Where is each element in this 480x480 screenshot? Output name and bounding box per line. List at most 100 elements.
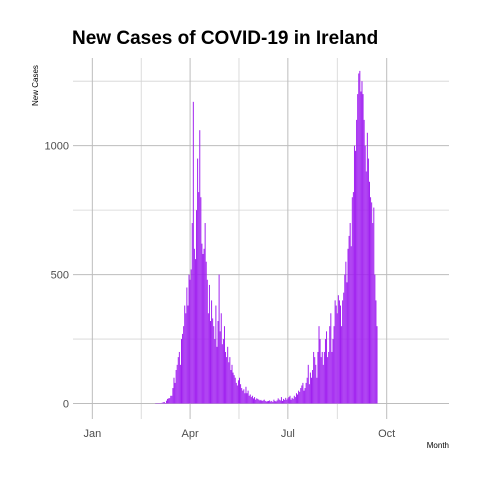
bar <box>193 102 194 404</box>
bar <box>175 383 176 404</box>
bar <box>285 398 286 404</box>
bar <box>220 331 221 403</box>
bar <box>205 223 206 404</box>
bar <box>162 403 163 404</box>
bar <box>240 384 241 403</box>
y-tick-label: 500 <box>51 270 69 282</box>
bar <box>226 357 227 403</box>
bar <box>200 197 201 403</box>
bar <box>287 398 288 403</box>
bar <box>225 352 226 404</box>
bar <box>280 400 281 403</box>
bar <box>195 259 196 403</box>
bar <box>321 357 322 403</box>
bar <box>282 401 283 404</box>
bar <box>306 383 307 404</box>
bar <box>356 120 357 404</box>
bar <box>229 357 230 403</box>
bar <box>235 378 236 404</box>
bar <box>361 81 362 403</box>
bar <box>335 300 336 403</box>
bar <box>238 380 239 403</box>
bar <box>212 318 213 403</box>
bar <box>216 347 217 404</box>
bar <box>324 352 325 404</box>
y-tick-label: 0 <box>63 399 69 411</box>
grid-lines <box>73 58 449 419</box>
bar <box>208 313 209 403</box>
bar <box>259 400 260 403</box>
bar <box>233 373 234 404</box>
bar <box>334 326 335 403</box>
bar <box>344 275 345 404</box>
bar <box>244 393 245 403</box>
bar <box>308 365 309 404</box>
bar <box>207 280 208 404</box>
bar <box>295 397 296 403</box>
bar <box>183 326 184 403</box>
bar <box>327 357 328 403</box>
bar <box>242 391 243 404</box>
bar <box>369 182 370 404</box>
bar <box>340 306 341 404</box>
x-tick-label: Oct <box>378 428 395 440</box>
bar <box>214 339 215 403</box>
bar <box>250 395 251 404</box>
bar <box>168 398 169 403</box>
bar <box>241 388 242 403</box>
bar <box>255 400 256 404</box>
bar <box>173 378 174 404</box>
bar <box>328 352 329 404</box>
bar <box>301 385 302 403</box>
bar <box>254 397 255 403</box>
bar <box>258 400 259 404</box>
bar <box>343 293 344 404</box>
bar <box>329 326 330 403</box>
bar <box>339 300 340 403</box>
bar <box>166 401 167 404</box>
bar <box>300 388 301 403</box>
bar <box>371 202 372 403</box>
bar <box>222 344 223 403</box>
bar <box>323 365 324 404</box>
bar <box>307 378 308 404</box>
bar <box>310 373 311 404</box>
bar <box>245 387 246 404</box>
bar <box>176 370 177 404</box>
bar <box>201 244 202 404</box>
bar <box>215 306 216 404</box>
bar <box>271 401 272 404</box>
bar <box>352 197 353 403</box>
bar <box>350 223 351 404</box>
bar <box>210 321 211 404</box>
bar <box>196 210 197 403</box>
bar <box>236 383 237 404</box>
bar <box>313 352 314 404</box>
bar <box>299 392 300 404</box>
y-tick-label: 1000 <box>45 141 69 153</box>
bar <box>272 402 273 404</box>
bar <box>218 321 219 404</box>
bar <box>199 130 200 403</box>
bar <box>249 396 250 404</box>
bar <box>337 313 338 403</box>
bar <box>309 384 310 403</box>
bar <box>341 326 342 403</box>
bar <box>320 339 321 403</box>
bar <box>181 339 182 403</box>
bar <box>232 365 233 404</box>
bar <box>221 313 222 403</box>
bar <box>359 71 360 404</box>
bar <box>186 287 187 403</box>
bar <box>185 313 186 403</box>
bar <box>322 352 323 404</box>
bar <box>332 339 333 403</box>
bar <box>305 388 306 403</box>
bar <box>366 171 367 403</box>
bar <box>198 192 199 403</box>
bar <box>167 399 168 404</box>
bar <box>367 133 368 404</box>
bar <box>184 306 185 404</box>
bar <box>227 347 228 404</box>
bar <box>325 339 326 403</box>
